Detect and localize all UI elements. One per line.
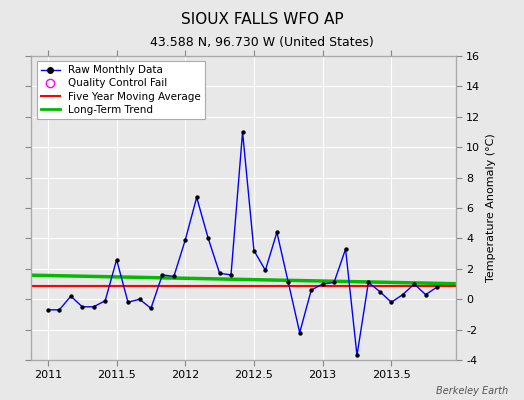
Text: 43.588 N, 96.730 W (United States): 43.588 N, 96.730 W (United States) xyxy=(150,36,374,49)
Text: Berkeley Earth: Berkeley Earth xyxy=(436,386,508,396)
Point xyxy=(135,296,144,302)
Legend: Raw Monthly Data, Quality Control Fail, Five Year Moving Average, Long-Term Tren: Raw Monthly Data, Quality Control Fail, … xyxy=(37,61,205,119)
Point xyxy=(399,292,407,298)
Point xyxy=(67,293,75,299)
Point xyxy=(421,292,430,298)
Point xyxy=(43,307,52,313)
Point xyxy=(307,287,315,293)
Point xyxy=(238,129,247,135)
Point xyxy=(55,307,63,313)
Text: SIOUX FALLS WFO AP: SIOUX FALLS WFO AP xyxy=(181,12,343,27)
Point xyxy=(204,235,212,242)
Point xyxy=(215,270,224,276)
Point xyxy=(272,229,281,236)
Point xyxy=(78,304,86,310)
Point xyxy=(319,281,327,287)
Point xyxy=(158,272,167,278)
Point xyxy=(342,246,350,252)
Point xyxy=(261,267,269,274)
Point xyxy=(353,352,361,359)
Y-axis label: Temperature Anomaly (°C): Temperature Anomaly (°C) xyxy=(486,134,496,282)
Point xyxy=(387,299,396,306)
Point xyxy=(284,279,292,286)
Point xyxy=(124,299,132,306)
Point xyxy=(227,272,235,278)
Point xyxy=(433,284,441,290)
Point xyxy=(296,330,304,336)
Point xyxy=(250,247,258,254)
Point xyxy=(147,305,155,312)
Point xyxy=(170,273,178,280)
Point xyxy=(376,288,384,295)
Point xyxy=(90,304,98,310)
Point xyxy=(330,279,338,286)
Point xyxy=(101,298,110,304)
Point xyxy=(410,281,419,287)
Point xyxy=(364,279,373,286)
Point xyxy=(113,256,121,263)
Point xyxy=(181,237,190,243)
Point xyxy=(192,194,201,200)
